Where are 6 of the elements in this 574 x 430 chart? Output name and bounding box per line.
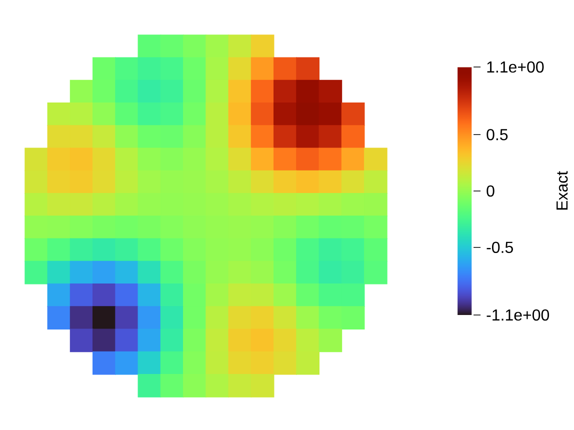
color-bar-label: 1.1e+00 xyxy=(487,61,544,73)
color-bar-label: 0 xyxy=(486,185,494,197)
color-bar-label: -1.1e+00 xyxy=(486,309,550,321)
color-bar-label: -0.5 xyxy=(486,242,513,254)
color-bar-label: 0.5 xyxy=(486,128,508,140)
color-bar-title: Exact xyxy=(556,171,568,210)
